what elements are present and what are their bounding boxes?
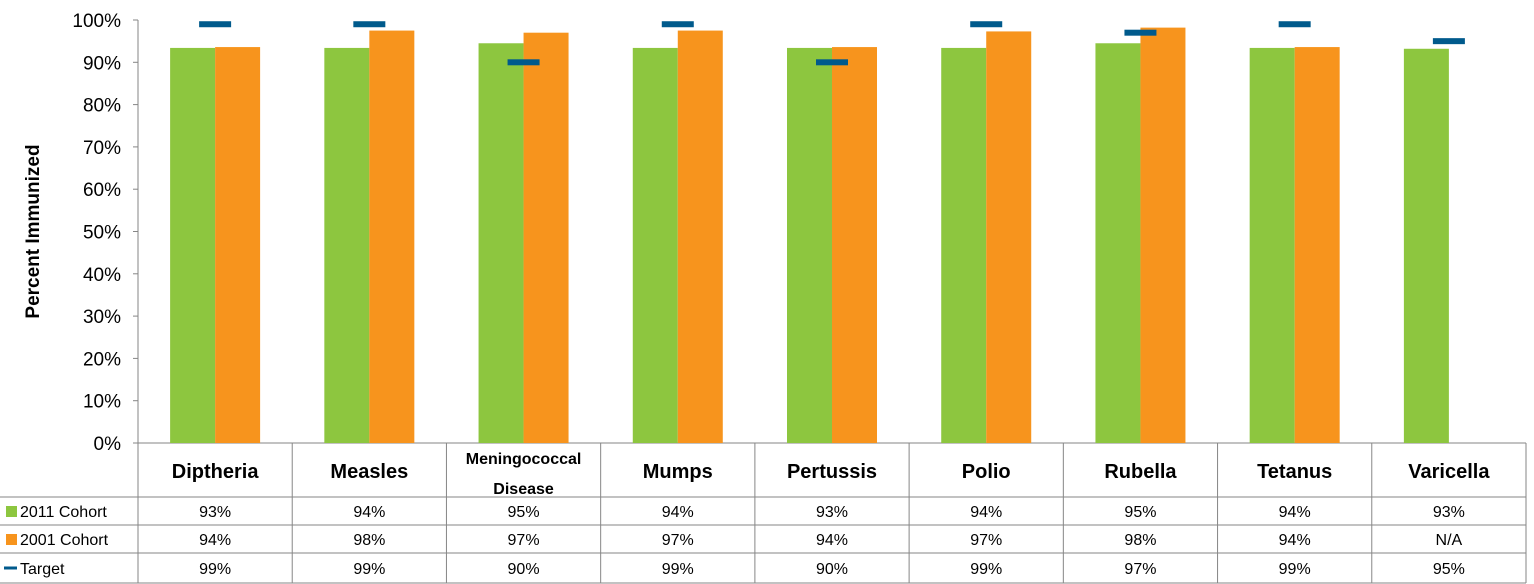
target-marker-mumps [661,21,694,28]
category-label: Mumps [643,461,713,483]
table-cell: 97% [1124,561,1156,578]
target-marker-rubella [1124,29,1157,36]
y-tick-label: 50% [83,223,121,244]
bar-2011-cohort-pertussis [787,47,832,443]
bar-2001-cohort-mumps [677,30,723,443]
bar-2011-cohort-meningococcal-disease [478,43,524,443]
table-cell: 93% [1433,504,1465,521]
bar-2011-cohort-diptheria [170,47,216,443]
table-cell: 99% [662,561,694,578]
table-cell: 99% [1279,561,1311,578]
legend-label-target: Target [20,561,65,578]
table-cell: 97% [970,532,1002,549]
bars [170,27,1449,444]
bar-2001-cohort-polio [986,31,1032,444]
table-cell: 94% [816,532,848,549]
bar-2011-cohort-mumps [632,47,678,443]
y-tick-label: 30% [83,307,121,328]
y-axis-ticks: 0% 10% 20% 30% 40% 50% 60% 70% 80% 90% 100% [72,11,138,455]
category-label: Pertussis [787,461,877,483]
bar-2001-cohort-measles [369,30,415,443]
table-cell: 99% [199,561,231,578]
legend-key-2001-cohort [6,534,17,545]
category-label: Diptheria [172,461,260,483]
table-cell: 93% [199,504,231,521]
category-label: Varicella [1408,461,1490,483]
category-label: Disease [493,481,554,498]
table-cell: 94% [970,504,1002,521]
table-cell: 95% [508,504,540,521]
target-marker-pertussis [816,59,848,66]
legend-label-2011-cohort: 2011 Cohort [20,504,107,521]
legend-key-target [4,566,17,570]
table-cell: 94% [353,504,385,521]
table-cell: 90% [816,561,848,578]
category-label: Meningococcal [466,451,582,468]
category-label: Rubella [1104,461,1177,483]
table-cell: 97% [508,532,540,549]
y-tick-label: 10% [83,392,121,413]
category-label: Measles [330,461,408,483]
target-marker-diptheria [199,21,232,28]
y-tick-label: 100% [72,11,121,32]
table-cell: N/A [1436,532,1463,549]
y-tick-label: 20% [83,349,121,370]
table-cell: 99% [970,561,1002,578]
bar-2011-cohort-varicella [1403,48,1449,443]
table-cell: 99% [353,561,385,578]
table-cell: 95% [1124,504,1156,521]
bar-2011-cohort-tetanus [1249,47,1295,443]
bar-2001-cohort-diptheria [215,47,261,444]
target-marker-polio [970,21,1003,28]
y-tick-label: 60% [83,180,121,201]
table-cell: 94% [1279,504,1311,521]
y-tick-label: 80% [83,96,121,117]
target-marker-measles [353,21,386,28]
bar-2011-cohort-polio [941,47,987,443]
category-label: Tetanus [1257,461,1332,483]
table-cell: 94% [662,504,694,521]
table-cell: 94% [199,532,231,549]
legend-label-2001-cohort: 2001 Cohort [20,532,109,549]
table-cell: 95% [1433,561,1465,578]
bar-2001-cohort-pertussis [832,47,877,444]
y-tick-label: 40% [83,265,121,286]
table-cell: 97% [662,532,694,549]
table-cell: 90% [508,561,540,578]
y-axis-title: Percent Immunized [23,144,44,318]
bar-2001-cohort-meningococcal-disease [523,32,569,443]
y-axis-label: Percent Immunized [23,144,44,318]
table-cell: 94% [1279,532,1311,549]
table-cell: 93% [816,504,848,521]
bar-2011-cohort-measles [324,47,370,443]
table-cell: 98% [1124,532,1156,549]
y-tick-label: 0% [94,434,122,455]
target-marker-tetanus [1278,21,1311,28]
category-label: Polio [962,461,1011,483]
bar-2001-cohort-tetanus [1294,47,1340,444]
table-cell: 98% [353,532,385,549]
y-tick-label: 90% [83,53,121,74]
target-marker-meningococcal-disease [507,59,540,66]
legend-key-2011-cohort [6,506,17,517]
target-marker-varicella [1432,38,1465,45]
bar-2001-cohort-rubella [1140,27,1186,443]
target-markers [199,21,1465,66]
y-tick-label: 70% [83,138,121,159]
data-table: Diptheria Measles Meningococcal Disease Mump… [0,443,1527,584]
bar-2011-cohort-rubella [1095,43,1141,443]
